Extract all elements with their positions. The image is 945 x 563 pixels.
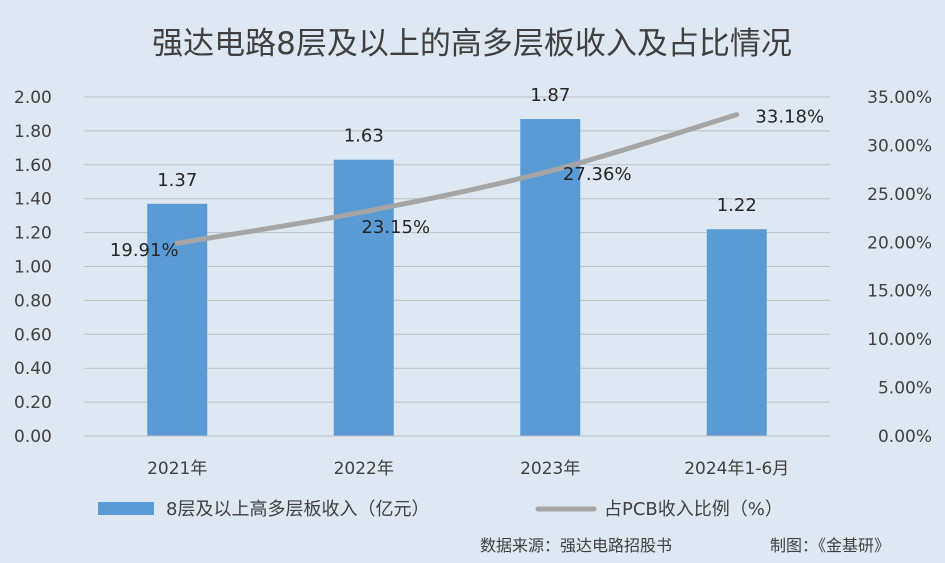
- bar: [333, 159, 394, 436]
- bar-value-label: 1.37: [157, 170, 197, 191]
- line-value-label: 33.18%: [755, 107, 824, 128]
- line-point: [549, 170, 551, 172]
- y-left-tick-label: 1.40: [14, 190, 52, 210]
- gridlines: [84, 96, 830, 403]
- y-left-tick-label: 0.00: [14, 427, 52, 447]
- line-value-label: 19.91%: [110, 240, 179, 261]
- line-point: [363, 211, 365, 213]
- bar-series: [147, 119, 767, 436]
- bar-value-label: 1.63: [344, 126, 384, 147]
- x-category-label: 2022年: [334, 459, 394, 479]
- y-right-tick-label: 0.00%: [878, 427, 932, 447]
- y-left-tick-label: 0.40: [14, 359, 52, 379]
- axes: 0.00 0.20 0.40 0.60 0.80 1.00 1.20 1.40 1.60 1.80…: [14, 88, 932, 479]
- y-left-tick-label: 0.80: [14, 291, 52, 311]
- x-category-label: 2024年1-6月: [684, 459, 789, 479]
- line-value-label: 27.36%: [563, 164, 632, 185]
- footer-source: 数据来源：强达电路招股书: [480, 536, 672, 555]
- y-left-tick-label: 1.60: [14, 156, 52, 176]
- line-series-path: [174, 112, 740, 246]
- y-right-tick-label: 5.00%: [878, 379, 932, 399]
- line-point: [736, 114, 738, 116]
- y-left-tick-label: 0.60: [14, 325, 52, 345]
- y-right-tick-label: 15.00%: [867, 282, 932, 302]
- y-left-tick-label: 1.20: [14, 224, 52, 244]
- chart-title: 强达电路8层及以上的高多层板收入及占比情况: [152, 26, 792, 62]
- footer-credit: 制图：《金基研》: [770, 536, 890, 555]
- legend-bar-label: 8层及以上高多层板收入（亿元）: [166, 499, 429, 520]
- bar-value-label: 1.22: [717, 195, 757, 216]
- x-category-label: 2023年: [520, 459, 580, 479]
- y-right-tick-label: 25.00%: [867, 185, 932, 205]
- y-left-tick-label: 1.80: [14, 122, 52, 142]
- y-left-tick-label: 2.00: [14, 88, 52, 108]
- legend-bar-swatch: [98, 502, 154, 515]
- y-right-tick-label: 20.00%: [867, 233, 932, 253]
- line-point: [176, 242, 178, 244]
- bar: [706, 229, 767, 436]
- line-series: [174, 112, 740, 246]
- y-right-tick-label: 30.00%: [867, 136, 932, 156]
- y-right-tick-label: 35.00%: [867, 88, 932, 108]
- data-labels: 1.37 1.63 1.87 1.22 19.91% 23.15% 27.36% 33.18%: [110, 85, 824, 261]
- legend: 8层及以上高多层板收入（亿元） 占PCB收入比例（%）: [98, 499, 783, 520]
- y-left-tick-label: 1.00: [14, 258, 52, 278]
- legend-line-label: 占PCB收入比例（%）: [604, 499, 783, 520]
- y-left-tick-label: 0.20: [14, 393, 52, 413]
- x-category-label: 2021年: [147, 459, 207, 479]
- line-value-label: 23.15%: [361, 217, 430, 238]
- y-right-tick-label: 10.00%: [867, 330, 932, 350]
- bar-value-label: 1.87: [530, 85, 570, 106]
